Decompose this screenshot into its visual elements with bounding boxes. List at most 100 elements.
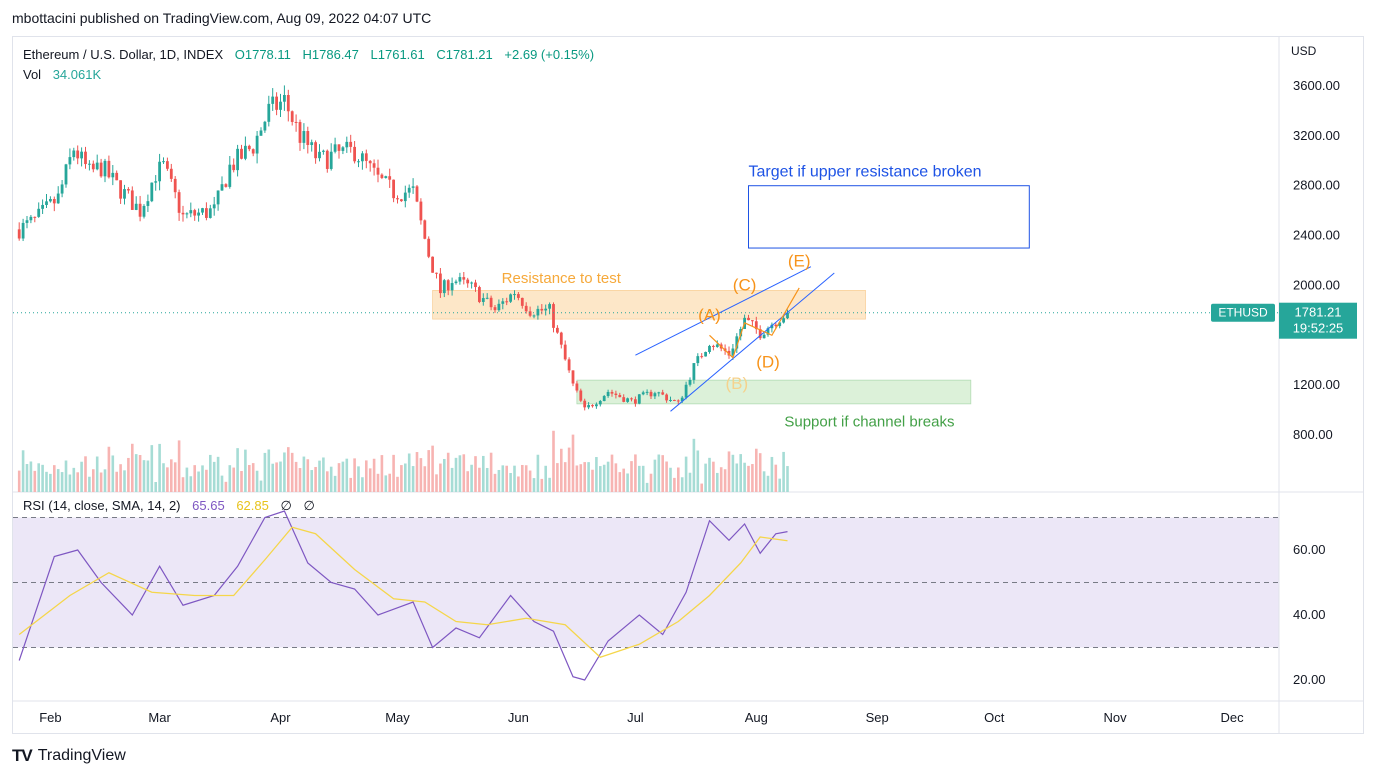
candle-body xyxy=(540,308,544,311)
volume-bar xyxy=(287,447,290,492)
tradingview-footer[interactable]: TV TradingView xyxy=(12,746,126,766)
target-box xyxy=(748,185,1030,249)
volume-bar xyxy=(595,457,598,492)
candle-body xyxy=(247,145,251,150)
volume-bar xyxy=(209,454,212,492)
wave-label: (C) xyxy=(733,275,757,294)
volume-bar xyxy=(17,470,21,492)
candle-body xyxy=(150,182,154,202)
candle-body xyxy=(263,121,267,131)
last-price-badge xyxy=(1279,302,1357,339)
volume-bar xyxy=(400,465,403,492)
candle-body xyxy=(747,317,750,321)
candle-body xyxy=(544,308,548,311)
volume-bar xyxy=(712,461,715,492)
volume-bar xyxy=(84,456,87,492)
candle-body xyxy=(669,399,672,401)
price-tick-label: 2000.00 xyxy=(1293,277,1340,292)
resistance-label: Resistance to test xyxy=(502,270,622,287)
candle-body xyxy=(684,384,688,398)
currency-label: USD xyxy=(1291,44,1317,58)
volume-bar xyxy=(318,460,321,492)
volume-bar xyxy=(99,472,103,492)
volume-bar xyxy=(220,475,224,492)
candle-body xyxy=(602,396,606,402)
symbol-title[interactable]: Ethereum / U.S. Dollar, 1D, INDEX xyxy=(23,47,224,62)
candle-body xyxy=(606,391,610,397)
volume-bar xyxy=(427,450,430,492)
candle-body xyxy=(244,145,247,159)
volume-bar xyxy=(579,464,583,492)
candle-body xyxy=(376,167,380,175)
candle-body xyxy=(52,199,56,204)
candle-body xyxy=(154,181,158,183)
candle-body xyxy=(528,311,532,316)
candle-body xyxy=(396,198,399,200)
volume-bar xyxy=(146,460,150,492)
rsi-legend: RSI (14, close, SMA, 14, 2) 65.65 62.85 … xyxy=(23,498,323,514)
volume-bar xyxy=(275,462,278,492)
candle-body xyxy=(201,208,204,213)
volume-bar xyxy=(673,477,676,492)
candle-body xyxy=(185,213,189,215)
chart-svg[interactable]: Resistance to test Support if channel bre… xyxy=(13,37,1363,733)
price-legend: Ethereum / U.S. Dollar, 1D, INDEX O1778.… xyxy=(23,47,602,62)
candle-body xyxy=(630,398,633,400)
volume-bar xyxy=(228,465,232,492)
candle-body xyxy=(754,321,758,330)
volume-bar xyxy=(279,461,282,492)
volume-bar xyxy=(548,477,551,492)
volume-bar xyxy=(450,467,454,492)
volume-bar xyxy=(123,470,126,492)
candle-body xyxy=(770,324,774,329)
volume-bar xyxy=(111,455,115,492)
volume-label[interactable]: Vol xyxy=(23,67,42,82)
rsi-extra-2: ∅ xyxy=(303,498,315,513)
time-tick-label: Jun xyxy=(508,710,529,725)
volume-bar xyxy=(407,453,411,492)
volume-bar xyxy=(630,461,633,492)
candle-body xyxy=(290,111,294,122)
candle-body xyxy=(415,186,419,202)
volume-bar xyxy=(446,452,450,492)
price-tick-label: 800.00 xyxy=(1293,427,1333,442)
candle-body xyxy=(21,222,25,239)
candle-body xyxy=(119,180,122,199)
volume-bar xyxy=(115,471,118,492)
candle-body xyxy=(33,216,37,218)
candle-body xyxy=(700,356,704,358)
volume-bar xyxy=(21,450,25,492)
countdown-value: 19:52:25 xyxy=(1293,321,1344,336)
volume-bar xyxy=(735,463,739,492)
candle-body xyxy=(481,298,485,302)
volume-bar xyxy=(610,454,614,492)
volume-bar xyxy=(599,466,602,492)
rsi-sma-value: 62.85 xyxy=(236,498,269,513)
volume-bar xyxy=(708,457,711,492)
candle-body xyxy=(173,178,177,193)
candle-body xyxy=(431,256,434,273)
candle-body xyxy=(146,201,150,206)
legend-high: H1786.47 xyxy=(302,47,359,62)
volume-bar xyxy=(587,462,590,492)
volume-bar xyxy=(583,462,586,492)
volume-bar xyxy=(185,467,189,492)
candle-body xyxy=(645,391,649,393)
volume-bar xyxy=(684,456,688,492)
chart-frame: Resistance to test Support if channel bre… xyxy=(12,36,1364,734)
volume-bar xyxy=(341,461,345,492)
candle-body xyxy=(60,184,64,194)
candle-body xyxy=(388,176,392,180)
candle-body xyxy=(778,322,782,327)
volume-bar xyxy=(536,454,540,492)
time-tick-label: Apr xyxy=(270,710,291,725)
volume-bar xyxy=(166,467,169,492)
candle-body xyxy=(478,287,481,302)
volume-bar xyxy=(181,477,185,492)
rsi-rsi-line xyxy=(18,510,788,681)
candle-body xyxy=(583,400,587,408)
volume-bar xyxy=(216,456,220,492)
volume-bar xyxy=(626,473,629,492)
rsi-label[interactable]: RSI (14, close, SMA, 14, 2) xyxy=(23,498,181,513)
candle-body xyxy=(314,142,317,159)
